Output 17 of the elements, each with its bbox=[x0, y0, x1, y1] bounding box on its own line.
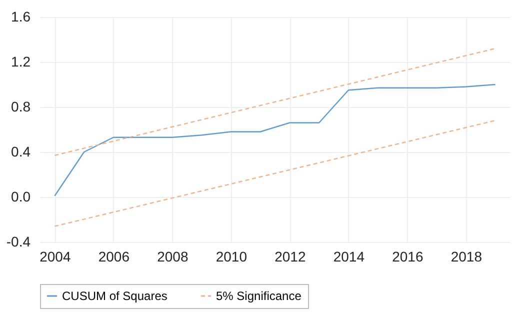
x-tick-label: 2004 bbox=[40, 248, 71, 264]
x-tick-label: 2014 bbox=[333, 248, 365, 264]
x-tick-label: 2008 bbox=[157, 248, 188, 264]
legend-label: 5% Significance bbox=[216, 289, 302, 303]
y-tick-label: 0.8 bbox=[11, 98, 31, 114]
y-tick-label: 1.2 bbox=[11, 54, 31, 70]
y-tick-label: 0.4 bbox=[11, 144, 31, 160]
line-series bbox=[54, 84, 496, 196]
y-tick-label: 0.0 bbox=[11, 188, 31, 204]
x-tick-label: 2012 bbox=[274, 248, 306, 264]
legend-label: CUSUM of Squares bbox=[62, 289, 168, 303]
x-tick-label: 2018 bbox=[450, 248, 482, 264]
y-tick-label: -0.4 bbox=[6, 234, 31, 250]
y-tick-label: 1.6 bbox=[11, 8, 31, 24]
x-tick-label: 2016 bbox=[392, 248, 424, 264]
x-tick-label: 2006 bbox=[98, 248, 130, 264]
x-tick-label: 2010 bbox=[216, 248, 248, 264]
